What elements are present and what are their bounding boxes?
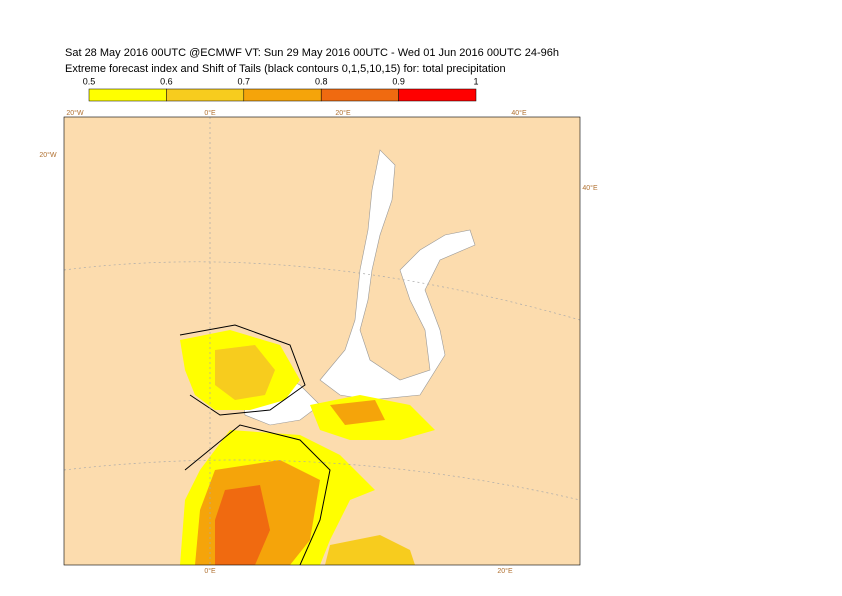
colorbar-tick-label: 0.5 [83, 76, 96, 86]
lon-label: 0°E [204, 567, 216, 575]
colorbar-tick-label: 0.6 [160, 76, 173, 86]
sot-contour [184, 424, 331, 565]
graticule [64, 117, 580, 565]
lon-label: 40°E [582, 184, 598, 192]
efi-orange [325, 535, 415, 565]
colorbar-tick-label: 0.7 [238, 76, 251, 86]
baltic-sea [319, 149, 476, 401]
lon-label: 0°E [204, 109, 216, 117]
colorbar-tick-label: 0.8 [315, 76, 328, 86]
colorbar: 0.5 0.6 0.7 0.8 0.9 1 [83, 76, 479, 102]
colorbar-segment [398, 88, 477, 102]
efi-dark-orange [215, 485, 270, 565]
title-line2: Extreme forecast index and Shift of Tail… [65, 63, 506, 75]
lon-label: 20°W [66, 109, 84, 117]
colorbar-segment [243, 88, 322, 102]
colorbar-segment [320, 88, 399, 102]
lon-label: 40°E [511, 109, 527, 117]
colorbar-segment [166, 88, 245, 102]
lon-label: 20°E [335, 109, 351, 117]
map [64, 117, 580, 565]
map-frame [63, 116, 581, 566]
colorbar-tick-label: 1 [473, 76, 478, 86]
colorbar-tick-label: 0.9 [392, 76, 405, 86]
lon-label: 20°E [497, 567, 513, 575]
efi-orange [215, 345, 275, 400]
colorbar-segment [88, 88, 167, 102]
lat-label: 20°W [39, 151, 57, 159]
efi-orange [330, 400, 385, 425]
title-line1: Sat 28 May 2016 00UTC @ECMWF VT: Sun 29 … [65, 47, 559, 59]
sot-contour [179, 324, 306, 416]
